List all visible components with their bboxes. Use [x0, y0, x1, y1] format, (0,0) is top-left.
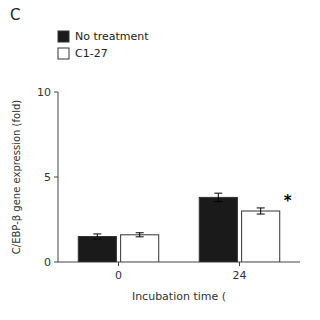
x-tick — [239, 262, 240, 266]
error-bar — [136, 233, 144, 237]
x-tick-label: 0 — [115, 269, 122, 282]
x-axis-label: Incubation time ( — [132, 290, 226, 303]
legend-label: C1-27 — [75, 47, 108, 60]
y-tick — [54, 262, 58, 263]
legend-swatch — [58, 48, 69, 59]
error-cap — [136, 232, 144, 233]
bar — [242, 211, 280, 262]
error-bar — [214, 193, 222, 202]
error-line — [97, 234, 98, 239]
x-tick-label: 24 — [233, 269, 247, 282]
error-cap — [257, 207, 265, 208]
y-tick-label: 0 — [44, 256, 51, 269]
title: C — [10, 6, 20, 24]
chart-container: C No treatment C1-27 0 5 10 C/EBP-β gene expre… — [0, 0, 320, 320]
y-tick-label: 10 — [37, 86, 51, 99]
bar — [78, 237, 116, 263]
error-cap — [257, 214, 265, 215]
y-tick — [54, 92, 58, 93]
plot-area — [78, 193, 279, 262]
bar — [121, 235, 159, 262]
legend-swatch — [58, 31, 69, 42]
chart: C No treatment C1-27 0 5 10 C/EBP-β gene expre… — [0, 0, 320, 320]
legend-label: No treatment — [75, 30, 149, 43]
legend: No treatment C1-27 — [58, 30, 149, 60]
error-cap — [214, 193, 222, 194]
y-tick-label: 5 — [44, 171, 51, 184]
error-line — [218, 193, 219, 202]
error-cap — [136, 236, 144, 237]
error-bar — [93, 234, 101, 239]
y-tick — [54, 177, 58, 178]
annotation: * — [284, 192, 292, 210]
error-cap — [93, 233, 101, 234]
y-axis-label: C/EBP-β gene expression (fold) — [11, 100, 22, 254]
x-tick — [118, 262, 119, 266]
error-bar — [257, 208, 265, 214]
error-cap — [93, 239, 101, 240]
error-line — [260, 208, 261, 214]
bar — [199, 197, 237, 262]
error-cap — [214, 201, 222, 202]
error-line — [139, 233, 140, 237]
